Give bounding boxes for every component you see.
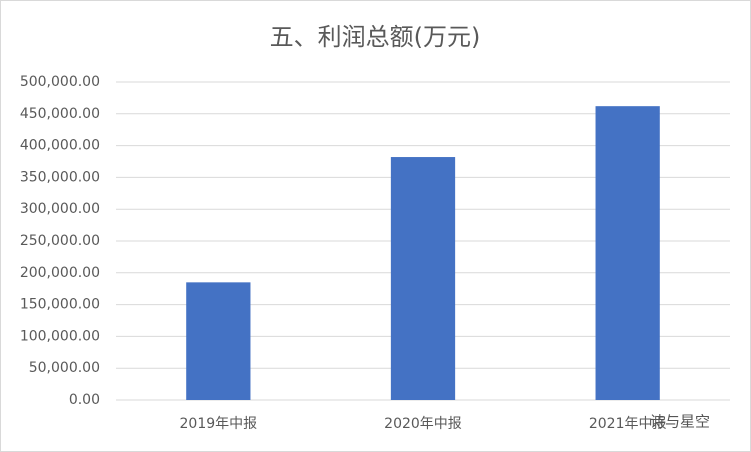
- bar: [390, 157, 456, 400]
- y-tick-label: 500,000.00: [20, 74, 100, 90]
- y-tick-label: 150,000.00: [20, 297, 100, 313]
- y-tick-label: 0.00: [69, 392, 100, 408]
- y-tick-label: 350,000.00: [20, 169, 100, 185]
- x-tick-label: 2020年中报: [384, 416, 462, 432]
- y-tick-label: 300,000.00: [20, 201, 100, 217]
- y-tick-label: 50,000.00: [29, 360, 100, 376]
- y-tick-label: 450,000.00: [20, 106, 100, 122]
- y-tick-label: 400,000.00: [20, 138, 100, 154]
- y-tick-label: 100,000.00: [20, 328, 100, 344]
- watermark: 诗与星空: [650, 413, 710, 431]
- bar: [186, 282, 251, 400]
- bar: [595, 106, 660, 400]
- y-tick-label: 250,000.00: [20, 233, 100, 249]
- x-tick-label: 2019年中报: [180, 416, 258, 432]
- chart-title: 五、利润总额(万元): [270, 23, 481, 51]
- x-tick-label: 2021年中报: [589, 416, 667, 432]
- y-tick-label: 200,000.00: [20, 265, 100, 281]
